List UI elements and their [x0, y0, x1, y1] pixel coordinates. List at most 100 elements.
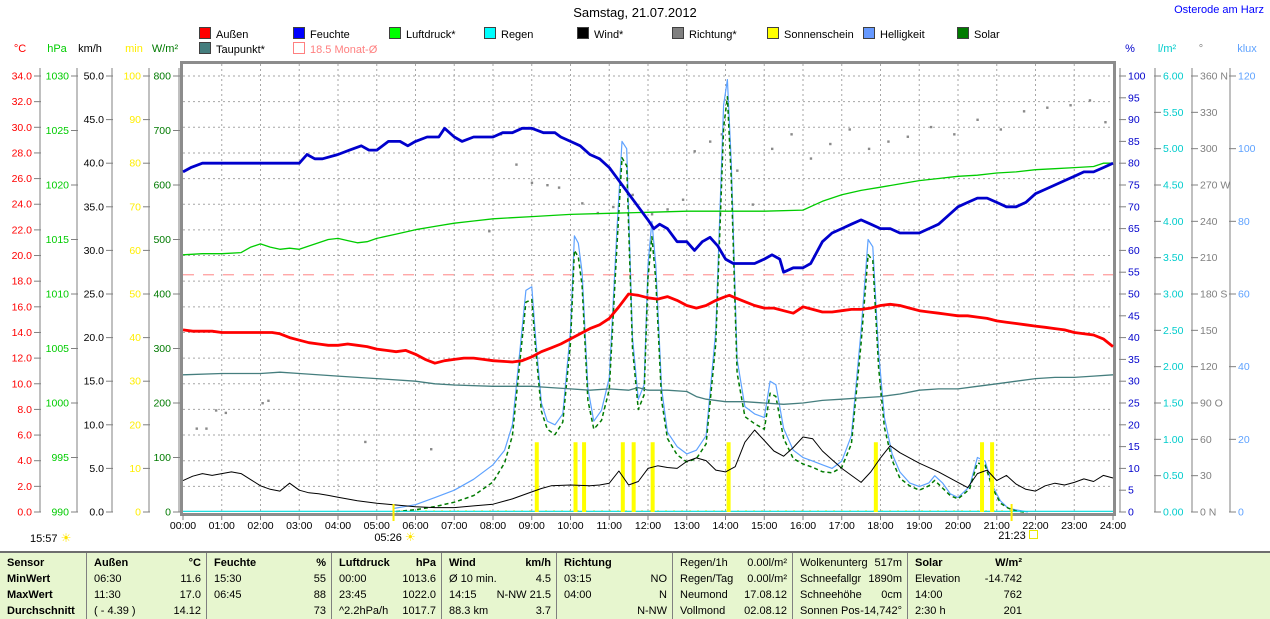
richtung-dot: [1022, 110, 1026, 113]
cell-value: 02.08.12: [744, 605, 787, 617]
axis-tick-label: 500: [153, 234, 171, 246]
cell-label: Feuchte: [214, 557, 257, 569]
x-tick-label: 18:00: [867, 520, 893, 532]
richtung-dot: [809, 157, 813, 160]
axis-tick-label: 8.0: [17, 404, 32, 416]
x-tick-label: 23:00: [1061, 520, 1087, 532]
axis-tick-label: 300: [1200, 143, 1218, 155]
axis-tick-label: 40: [1128, 332, 1140, 344]
axis-tick-label: 800: [153, 71, 171, 83]
table-col-richtung: Richtung 03:15 NO 04:00 N N-NW: [556, 553, 672, 619]
sunshine-bar: [582, 442, 587, 512]
table-col-wolken: Wolkenunterg 517m Schneefallgr 1890m Schneeh…: [792, 553, 907, 619]
axis-tick-label: 95: [1128, 92, 1140, 104]
legend-swatch-sonnenschein: [767, 27, 779, 39]
x-tick-label: 11:00: [597, 520, 623, 532]
cell-value: 55: [313, 573, 326, 585]
table-header-row: Feuchte%: [207, 555, 331, 571]
richtung-dot: [224, 411, 228, 415]
axis-tick-label: 26.0: [12, 173, 33, 185]
page-title: Samstag, 21.07.2012: [573, 5, 697, 20]
series-taupunkt: [182, 371, 1114, 405]
cell-value: 517m: [874, 557, 902, 569]
axis-tick-label: 5.0: [89, 463, 104, 475]
row-name: Sensor: [0, 555, 86, 571]
table-row: Regen/Tag 0.00l/m²: [673, 571, 792, 587]
richtung-dot: [906, 135, 910, 138]
axis-tick-label: 1015: [46, 234, 70, 246]
table-row: 06:30 11.6: [87, 571, 206, 587]
x-tick-label: 24:00: [1100, 520, 1126, 532]
table-row: ^2.2hPa/h 1017.7: [332, 603, 441, 619]
richtung-dot: [829, 142, 832, 146]
legend-swatch-taupunkt: [199, 42, 211, 54]
richtung-dot: [693, 150, 696, 153]
richtung-dot: [1104, 121, 1107, 124]
x-tick-label: 06:00: [402, 520, 428, 532]
richtung-dot: [681, 198, 685, 201]
axis-tick-label: 90: [129, 114, 141, 126]
axis-tick-label: 0: [165, 507, 171, 519]
cell-value: 11.6: [180, 573, 201, 585]
axis-tick-label: 4.0: [17, 455, 32, 467]
axis-tick-label: 5: [1128, 485, 1134, 497]
x-tick-label: 19:00: [906, 520, 932, 532]
plot-area[interactable]: [183, 63, 1113, 513]
x-tick-label: 00:00: [170, 520, 196, 532]
axis-tick-label: 0.0: [17, 507, 32, 519]
legend-swatch-feuchte: [293, 27, 305, 39]
axis-tick-label: 25: [1128, 398, 1140, 410]
cell-label: 06:30: [94, 573, 122, 585]
cell-value: %: [316, 557, 326, 569]
cell-label: 88.3 km: [449, 605, 489, 617]
legend-swatch-luftdruck: [389, 27, 401, 39]
cell-value: N-NW: [637, 605, 667, 617]
richtung-dot: [267, 399, 270, 402]
table-filler: [1027, 553, 1270, 619]
legend-label-aussen: Außen: [216, 29, 249, 41]
table-col-rownames: Sensor MinWert MaxWert Durchschnitt: [0, 553, 86, 619]
axis-unit-pct: %: [1125, 43, 1135, 55]
cell-value: 14.12: [173, 605, 201, 617]
legend-label-helligkeit: Helligkeit: [880, 29, 925, 41]
axis-tick-label: 5.50: [1163, 107, 1184, 119]
axis-tick-label: 1025: [46, 125, 70, 137]
axis-tick-label: 45.0: [84, 114, 105, 126]
axis-tick-label: 20.0: [84, 332, 105, 344]
axis-tick-label: 330: [1200, 107, 1218, 119]
sunset-value: 21:23: [998, 530, 1026, 542]
table-header-row: Luftdruck hPa: [332, 555, 441, 571]
axis-tick-label: 30: [129, 376, 141, 388]
legend-item-helligkeit: Helligkeit: [863, 27, 925, 41]
richtung-dot: [929, 125, 933, 129]
cell-label: Sensor: [7, 557, 45, 569]
axis-tick-label: 15: [1128, 441, 1140, 453]
axis-tick-label: 2.0: [17, 481, 32, 493]
axis-tick-label: 10.0: [12, 378, 33, 390]
axis-tick-label: 40: [1238, 361, 1250, 373]
axis-tick-label: 20.0: [12, 250, 33, 262]
axis-tick-label: 16.0: [12, 301, 33, 313]
sunshine-bar: [990, 442, 995, 512]
cell-value: W/m²: [995, 557, 1022, 569]
axis-tick-label: 100: [1238, 143, 1256, 155]
axis-tick-label: 50.0: [84, 71, 105, 83]
axis-tick-label: 150: [1200, 325, 1218, 337]
table-col-regen: Regen/1h 0.00l/m² Regen/Tag 0.00l/m² Neumond…: [672, 553, 792, 619]
richtung-dot: [546, 184, 549, 187]
cell-value: -14.742: [984, 573, 1022, 585]
table-row: Schneefallgr 1890m: [793, 571, 907, 587]
axis-tick-label: 32.0: [12, 96, 33, 108]
cell-label: 06:45: [214, 589, 242, 601]
station-name: Osterode am Harz: [1174, 4, 1264, 16]
axis-tick-label: 60: [1128, 245, 1140, 257]
richtung-dot: [530, 181, 534, 184]
cell-value: 88: [313, 589, 326, 601]
axis-tick-label: 0.00: [1163, 507, 1184, 519]
table-row: Vollmond 02.08.12: [673, 603, 792, 619]
axis-unit-rain: l/m²: [1158, 43, 1177, 55]
cell-value: 1017.7: [402, 605, 436, 617]
axis-tick-label: 90: [1128, 114, 1140, 126]
axis-tick-label: 18.0: [12, 276, 33, 288]
